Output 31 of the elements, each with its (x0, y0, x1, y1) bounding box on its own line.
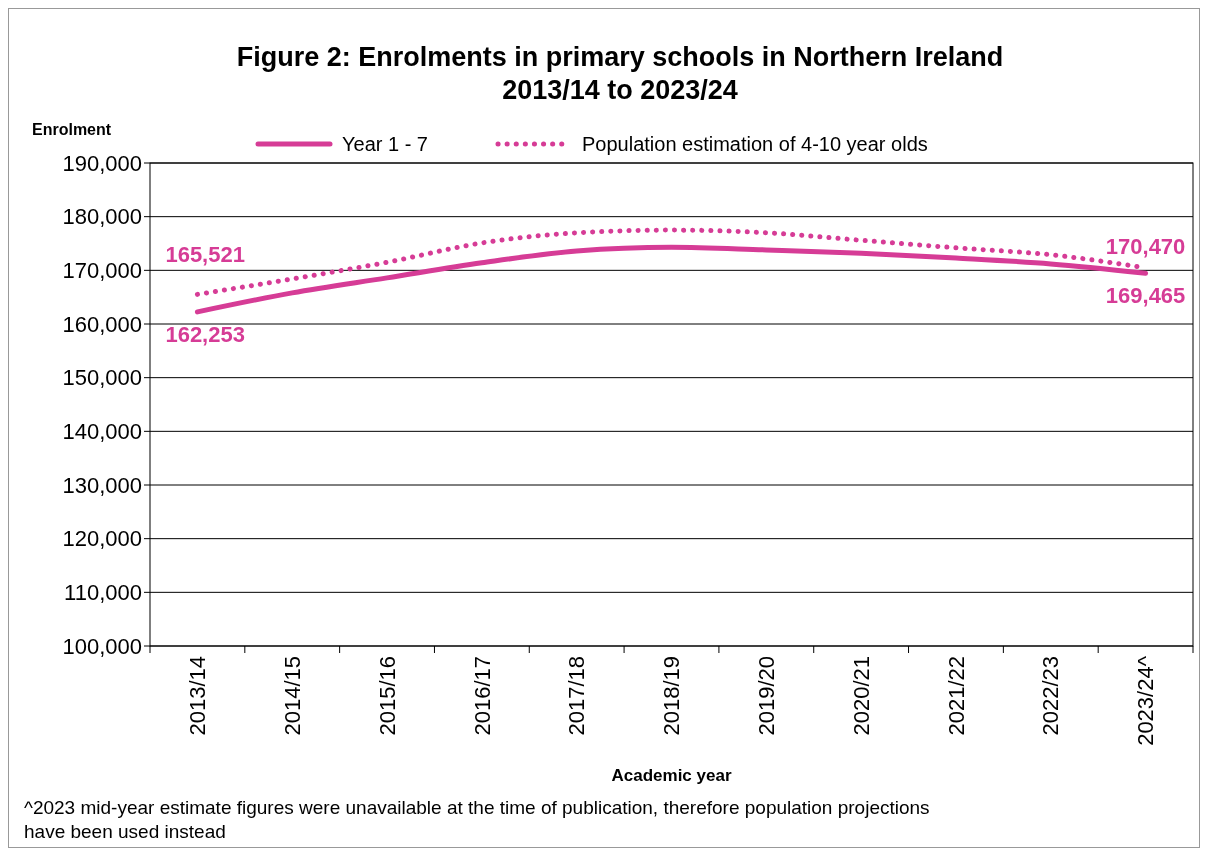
y-tick-label: 160,000 (62, 311, 142, 337)
chart-title: Figure 2: Enrolments in primary schools in Northern Ireland 2013/14 to 2023/24 (236, 42, 1004, 105)
x-tick-label: 2015/16 (374, 656, 400, 736)
x-tick-label: 2022/23 (1038, 656, 1064, 736)
y-tick-label: 180,000 (62, 204, 142, 230)
x-tick-label: 2018/19 (659, 656, 685, 736)
x-tick-label: 2013/14 (185, 656, 211, 736)
legend-label: Year 1 - 7 (342, 133, 428, 155)
y-tick-label: 170,000 (62, 258, 142, 284)
y-tick-label: 150,000 (62, 365, 142, 391)
x-tick-label: 2017/18 (564, 656, 590, 736)
legend-label: Population estimation of 4-10 year olds (582, 133, 928, 155)
y-tick-label: 140,000 (62, 419, 142, 445)
x-tick-label: 2014/15 (279, 656, 305, 736)
data-label: 165,521 (165, 242, 245, 268)
x-tick-label: 2020/21 (848, 656, 874, 736)
y-axis-title: Enrolment (32, 121, 112, 138)
x-tick-label: 2021/22 (943, 656, 969, 736)
data-label: 169,465 (1105, 283, 1186, 309)
x-tick-label: 2019/20 (754, 656, 780, 736)
x-tick-label: 2016/17 (469, 656, 495, 736)
y-tick-label: 130,000 (62, 472, 142, 498)
y-tick-label: 120,000 (62, 526, 142, 552)
x-tick-label: 2023/24^ (1133, 655, 1159, 746)
y-tick-label: 100,000 (62, 633, 142, 659)
text: ^2023 mid-year estimate figures were unavailable at the time of publication, therefore population projections have been used instead (24, 797, 930, 842)
y-tick-label: 110,000 (64, 580, 142, 606)
data-label: 162,253 (165, 321, 245, 347)
data-label: 170,470 (1105, 233, 1186, 259)
y-tick-label: 190,000 (62, 150, 142, 176)
x-axis-title: Academic year (611, 766, 732, 785)
